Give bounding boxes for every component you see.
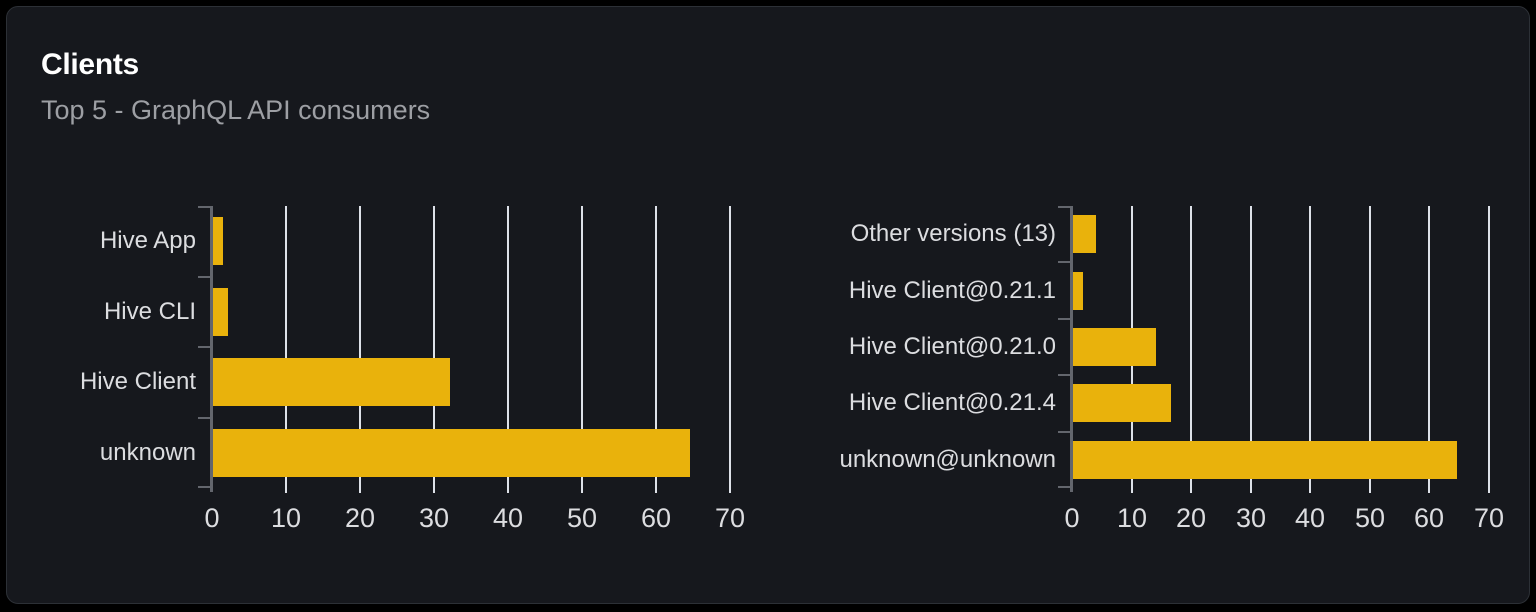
category-label: Hive CLI <box>103 298 196 325</box>
category-label: Hive Client@0.21.1 <box>848 277 1056 304</box>
y-axis-tick <box>1058 261 1071 263</box>
gridline <box>284 206 287 493</box>
clients-by-name-chart: Hive App Hive CLI Hive Client unknown 0 10 20 3… <box>7 7 1529 603</box>
x-tick-label: 0 <box>204 503 220 533</box>
x-tick-label: 70 <box>714 503 746 533</box>
category-label: Hive Client@0.21.4 <box>848 389 1056 416</box>
y-axis-tick <box>198 206 211 208</box>
bar[interactable] <box>1073 441 1458 479</box>
category-label: unknown <box>99 439 196 466</box>
x-tick-label: 60 <box>1413 503 1445 533</box>
x-tick-label: 20 <box>1175 503 1207 533</box>
plot-area <box>1058 206 1490 493</box>
y-axis-tick <box>198 417 211 419</box>
y-axis-tick <box>1058 486 1071 488</box>
bar[interactable] <box>1073 215 1097 253</box>
y-axis-tick <box>198 486 211 488</box>
gridline <box>433 206 435 493</box>
y-axis-line <box>1070 206 1073 492</box>
bar[interactable] <box>213 288 228 336</box>
clients-by-version-chart: Other versions (13) Hive Client@0.21.1 Hiv… <box>7 7 1529 603</box>
plot-area <box>198 206 731 493</box>
panel-title: Clients <box>41 48 139 81</box>
x-tick-label: 10 <box>1116 503 1148 533</box>
gridline <box>1368 206 1371 493</box>
y-axis-tick <box>1058 431 1071 433</box>
gridline <box>581 206 583 493</box>
category-label: Other versions (13) <box>850 220 1056 247</box>
category-label: Hive Client@0.21.0 <box>848 333 1056 360</box>
gridline <box>358 206 361 493</box>
bar[interactable] <box>213 429 690 477</box>
gridline <box>1428 206 1431 493</box>
bar[interactable] <box>1073 384 1172 422</box>
x-tick-label: 20 <box>344 503 376 533</box>
gridline <box>506 206 509 493</box>
gridline <box>655 206 657 493</box>
bar[interactable] <box>1073 328 1156 366</box>
bar[interactable] <box>1073 272 1084 310</box>
x-tick-label: 50 <box>1354 503 1386 533</box>
panel-subtitle: Top 5 - GraphQL API consumers <box>41 95 431 125</box>
gridline <box>729 206 731 493</box>
y-axis-tick <box>198 276 211 278</box>
x-tick-label: 30 <box>1235 503 1267 533</box>
x-tick-label: 0 <box>1064 503 1080 533</box>
x-tick-label: 10 <box>270 503 302 533</box>
category-label: Hive Client <box>79 368 196 395</box>
y-axis-tick <box>198 346 211 348</box>
x-tick-label: 40 <box>492 503 524 533</box>
category-label: unknown@unknown <box>839 446 1056 473</box>
clients-panel: Clients Top 5 - GraphQL API consumers Hi… <box>6 6 1530 604</box>
x-tick-label: 50 <box>566 503 598 533</box>
y-axis-tick <box>1058 318 1071 320</box>
x-tick-label: 40 <box>1294 503 1326 533</box>
bar[interactable] <box>213 358 450 406</box>
gridline <box>1309 206 1312 493</box>
y-axis-line <box>210 206 213 492</box>
gridline <box>1190 206 1193 493</box>
x-tick-label: 60 <box>640 503 672 533</box>
gridline <box>1249 206 1252 493</box>
x-tick-label: 30 <box>418 503 450 533</box>
bar[interactable] <box>213 217 223 265</box>
gridline <box>1488 206 1490 493</box>
category-label: Hive App <box>99 227 196 254</box>
x-tick-label: 70 <box>1473 503 1505 533</box>
y-axis-tick <box>1058 374 1071 376</box>
y-axis-tick <box>1058 206 1071 208</box>
